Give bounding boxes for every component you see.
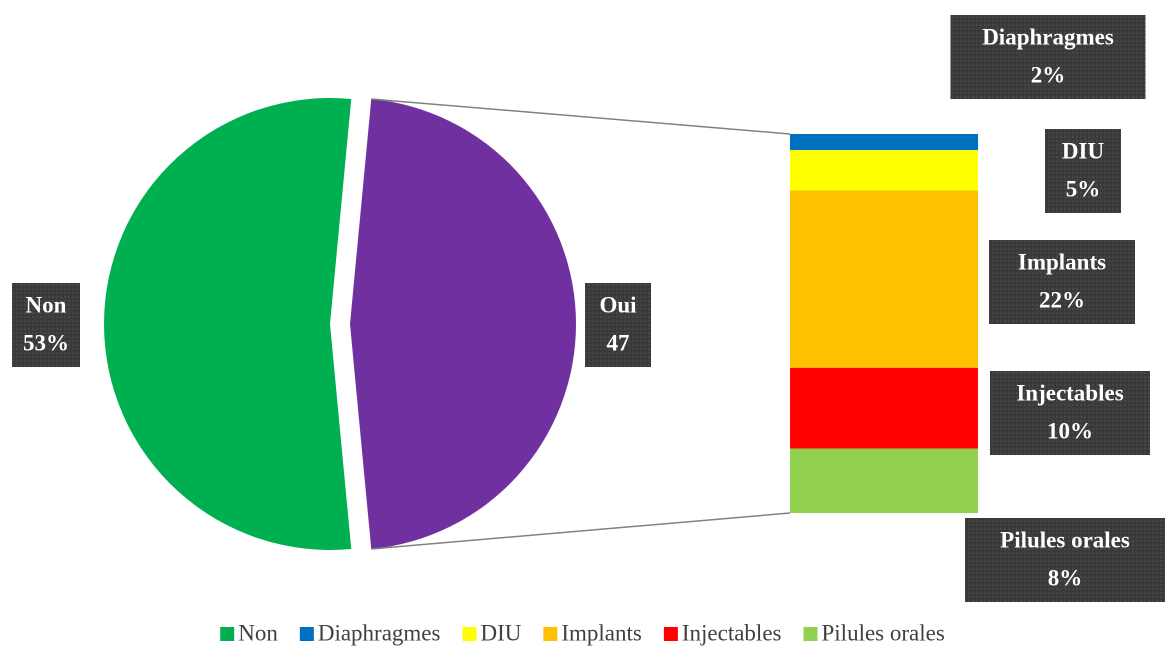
legend-label: Injectables [682, 620, 782, 645]
label-value: 5% [1066, 176, 1101, 201]
label-box [990, 371, 1150, 455]
label-value: 8% [1048, 565, 1083, 590]
data-label: Non 53% [12, 283, 80, 367]
legend-swatch [663, 627, 678, 641]
label-name: Pilules orales [1000, 527, 1130, 552]
label-value: 2% [1031, 62, 1066, 87]
data-label: Diaphragmes 2% [950, 15, 1146, 99]
legend-label: Implants [561, 620, 642, 645]
bar-segment [790, 448, 978, 513]
label-value: 10% [1047, 418, 1093, 443]
bar-segment [790, 134, 978, 151]
label-name: Diaphragmes [982, 24, 1114, 49]
label-box [965, 518, 1165, 602]
bar-segment [790, 190, 978, 368]
data-label: Pilules orales 8% [965, 518, 1165, 602]
pie-slice [104, 98, 352, 551]
label-box [989, 240, 1135, 324]
label-value: 22% [1039, 287, 1085, 312]
legend-label: DIU [480, 620, 521, 645]
label-value: 47 [607, 330, 630, 355]
legend-swatch [803, 627, 818, 641]
label-box [950, 15, 1146, 99]
legend-swatch [299, 627, 314, 641]
legend-label: Non [238, 620, 278, 645]
data-label: DIU 5% [1045, 129, 1121, 213]
label-name: DIU [1062, 138, 1105, 163]
legend-label: Diaphragmes [318, 620, 441, 645]
data-label: Injectables 10% [990, 371, 1150, 455]
connector [371, 512, 791, 550]
label-box [585, 283, 651, 367]
label-name: Injectables [1016, 380, 1123, 405]
bar-segment [790, 367, 978, 449]
pie-slice [350, 99, 577, 549]
label-box [1045, 129, 1121, 213]
legend-swatch [220, 627, 235, 641]
legend-swatch [462, 627, 477, 641]
connector [371, 98, 791, 135]
label-name: Implants [1018, 249, 1106, 274]
bar-segment [790, 150, 978, 191]
label-name: Non [26, 292, 67, 317]
legend: Non Diaphragmes DIU Implants Injectables Pilu… [220, 620, 945, 645]
label-name: Oui [599, 292, 637, 317]
label-box [12, 283, 80, 367]
data-label: Oui 47 [585, 283, 651, 367]
label-value: 53% [23, 330, 69, 355]
legend-label: Pilules orales [821, 620, 944, 645]
legend-swatch [543, 627, 558, 641]
data-label: Implants 22% [989, 240, 1135, 324]
